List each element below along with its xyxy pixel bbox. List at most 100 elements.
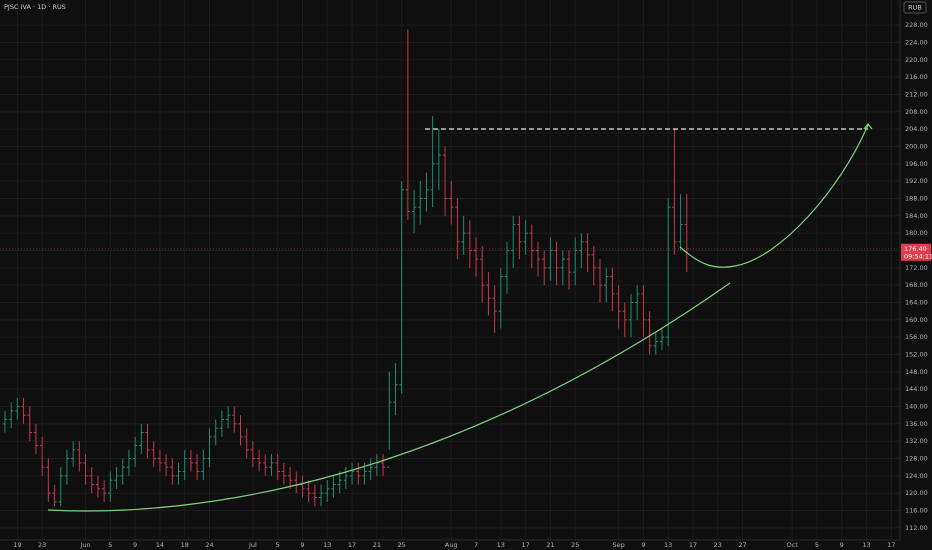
ohlc-bar — [659, 328, 665, 351]
ohlc-bar — [442, 146, 448, 216]
ohlc-bar — [585, 233, 590, 273]
ohlc-bar — [77, 441, 82, 472]
y-tick-label: 128.00 — [905, 455, 928, 463]
x-tick-label: 17 — [887, 541, 895, 549]
y-tick-label: 124.00 — [905, 472, 928, 480]
ohlc-bar — [517, 215, 522, 260]
ohlc-bar — [256, 449, 262, 472]
x-tick-label: Aug — [445, 541, 458, 549]
y-tick-label: 220.00 — [905, 56, 928, 64]
ohlc-bar — [529, 224, 535, 268]
ohlc-bar — [647, 311, 652, 355]
ohlc-bar — [64, 449, 70, 485]
y-tick-label: 136.00 — [905, 420, 928, 428]
ohlc-bar — [430, 116, 435, 208]
ohlc-bar — [120, 458, 125, 485]
y-tick-label: 180.00 — [905, 229, 928, 237]
last-price-label: 176.40 — [904, 245, 927, 253]
x-tick-label: 25 — [398, 541, 406, 549]
ohlc-bar — [306, 480, 311, 502]
bars — [2, 29, 689, 507]
ohlc-bar — [573, 237, 578, 286]
ohlc-bar — [337, 471, 342, 494]
y-tick-label: 164.00 — [905, 299, 928, 307]
ohlc-bar — [368, 458, 373, 481]
y-tick-label: 212.00 — [905, 90, 928, 98]
ohlc-bar — [207, 428, 212, 468]
x-tick-label: 9 — [300, 541, 304, 549]
y-tick-label: 112.00 — [905, 524, 928, 532]
x-tick-label: Jun — [79, 541, 90, 549]
y-tick-label: 132.00 — [905, 437, 928, 445]
x-tick-label: 17 — [689, 541, 697, 549]
y-tick-label: 188.00 — [905, 194, 928, 202]
ohlc-bar — [641, 285, 646, 338]
x-tick-label: 5 — [276, 541, 280, 549]
ohlc-bar — [405, 29, 411, 221]
currency[interactable]: RUB — [908, 4, 922, 12]
ohlc-bar — [603, 267, 609, 303]
ohlc-bar — [473, 237, 479, 277]
ohlc-bar — [15, 397, 20, 420]
ohlc-bar — [83, 454, 88, 485]
ohlc-bar — [188, 449, 194, 472]
ohlc-bar — [52, 484, 57, 507]
ohlc-bar — [579, 233, 584, 268]
countdown: 09:54:11 — [904, 252, 932, 260]
ohlc-bar — [455, 198, 460, 260]
x-tick-label: 23 — [714, 541, 722, 549]
ohlc-bar — [492, 285, 497, 333]
x-tick-label: 21 — [373, 541, 381, 549]
ohlc-bar — [250, 441, 256, 468]
ohlc-bar — [486, 272, 491, 316]
ohlc-bar — [418, 181, 423, 225]
ohlc-bar — [2, 410, 8, 433]
ohlc-bar — [95, 475, 101, 498]
ohlc-bar — [356, 462, 361, 485]
x-tick-label: 24 — [205, 541, 213, 549]
ohlc-bar — [672, 129, 677, 255]
x-tick-label: 13 — [497, 541, 505, 549]
x-tick-label: 25 — [571, 541, 579, 549]
currency-box[interactable] — [903, 1, 927, 14]
x-tick-label: 5 — [815, 541, 819, 549]
x-tick-label: 18 — [181, 541, 189, 549]
ohlc-bar — [424, 172, 429, 212]
ohlc-bar — [275, 454, 280, 481]
ohlc-bar — [182, 449, 187, 481]
ohlc-bar — [8, 402, 14, 429]
ohlc-bar — [225, 406, 231, 429]
ohlc-bar — [399, 181, 404, 394]
ohlc-bar — [27, 406, 32, 442]
ohlc-bar — [70, 441, 76, 468]
x-tick-label: Sep — [612, 541, 624, 549]
ohlc-bar — [281, 462, 287, 485]
ohlc-bar — [343, 467, 349, 489]
x-tick-label: 13 — [323, 541, 331, 549]
x-tick-label: 21 — [546, 541, 554, 549]
ohlc-bar — [263, 454, 268, 476]
y-tick-label: 144.00 — [905, 385, 928, 393]
ohlc-bar — [411, 189, 417, 234]
handle-curve — [679, 124, 869, 268]
y-tick-label: 216.00 — [905, 73, 928, 81]
ohlc-bar — [597, 259, 603, 303]
x-tick-label: 13 — [664, 541, 672, 549]
ohlc-bar — [678, 194, 683, 251]
x-tick-label: 9 — [133, 541, 137, 549]
ohlc-bar — [548, 237, 553, 281]
ohlc-bar — [349, 462, 355, 485]
x-tick-label: Jul — [248, 541, 257, 549]
y-tick-label: 192.00 — [905, 177, 928, 185]
ohlc-bar — [244, 428, 249, 459]
x-tick-label: 27 — [738, 541, 746, 549]
y-tick-label: 224.00 — [905, 38, 928, 46]
ohlc-bar — [504, 241, 510, 294]
last-price-box — [901, 243, 931, 261]
ohlc-bar — [114, 467, 119, 489]
ohlc-bar — [498, 267, 504, 329]
ohlc-bar — [566, 250, 572, 290]
ohlc-bar — [39, 436, 45, 476]
